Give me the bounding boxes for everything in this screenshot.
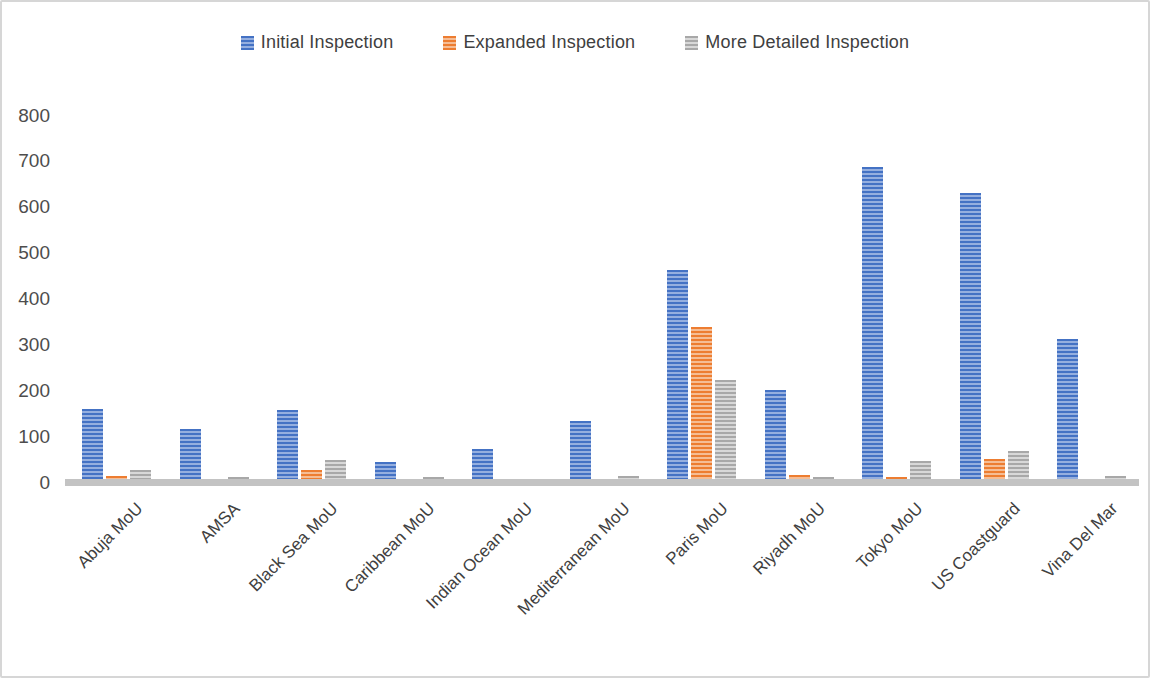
category-label: Riyadh MoU — [749, 499, 829, 579]
chart-legend: Initial Inspection Expanded Inspection Mor… — [2, 32, 1148, 53]
bar-initial-inspection — [375, 462, 396, 479]
y-axis-tick-label: 400 — [4, 288, 50, 310]
y-axis-tick-label: 100 — [4, 426, 50, 448]
bar-initial-inspection — [277, 410, 298, 479]
bar-more-detailed-inspection — [910, 461, 931, 479]
category-label: Caribbean MoU — [341, 499, 439, 597]
legend-item[interactable]: Initial Inspection — [241, 32, 394, 53]
bar-initial-inspection — [180, 429, 201, 479]
category-label: Indian Ocean MoU — [423, 499, 537, 613]
category-label: Paris MoU — [662, 499, 732, 569]
legend-label: More Detailed Inspection — [705, 32, 909, 53]
bar-initial-inspection — [667, 270, 688, 479]
y-axis-tick-label: 800 — [4, 105, 50, 127]
category-label: Tokyo MoU — [853, 499, 927, 573]
y-axis-tick-label: 0 — [4, 472, 50, 494]
bar-more-detailed-inspection — [715, 380, 736, 479]
bar-expanded-inspection — [984, 459, 1005, 479]
bar-initial-inspection — [82, 409, 103, 479]
bar-initial-inspection — [1057, 339, 1078, 479]
legend-swatch-icon — [443, 36, 456, 50]
y-axis-tick-label: 200 — [4, 380, 50, 402]
legend-label: Expanded Inspection — [463, 32, 635, 53]
category-label: Black Sea MoU — [245, 499, 342, 596]
legend-label: Initial Inspection — [261, 32, 394, 53]
y-axis-tick-label: 700 — [4, 150, 50, 172]
category-label: Abuja MoU — [74, 499, 148, 573]
bar-more-detailed-inspection — [130, 470, 151, 479]
bar-more-detailed-inspection — [1008, 451, 1029, 479]
category-label: AMSA — [196, 499, 244, 547]
bar-initial-inspection — [765, 390, 786, 479]
bar-more-detailed-inspection — [325, 460, 346, 479]
legend-item[interactable]: More Detailed Inspection — [685, 32, 909, 53]
x-axis-baseline — [65, 479, 1139, 486]
category-label: Vina Del Mar — [1039, 499, 1122, 582]
bar-expanded-inspection — [691, 327, 712, 479]
chart-area: Initial Inspection Expanded Inspection Mor… — [0, 0, 1150, 678]
legend-swatch-icon — [241, 36, 254, 50]
bar-initial-inspection — [570, 421, 591, 479]
bar-initial-inspection — [862, 167, 883, 479]
bar-initial-inspection — [472, 449, 493, 479]
y-axis-tick-label: 300 — [4, 334, 50, 356]
legend-swatch-icon — [685, 36, 698, 50]
category-label: US Coastguard — [928, 499, 1024, 595]
y-axis-tick-label: 600 — [4, 196, 50, 218]
legend-item[interactable]: Expanded Inspection — [443, 32, 635, 53]
y-axis-tick-label: 500 — [4, 242, 50, 264]
bar-expanded-inspection — [301, 470, 322, 479]
bar-initial-inspection — [960, 193, 981, 479]
